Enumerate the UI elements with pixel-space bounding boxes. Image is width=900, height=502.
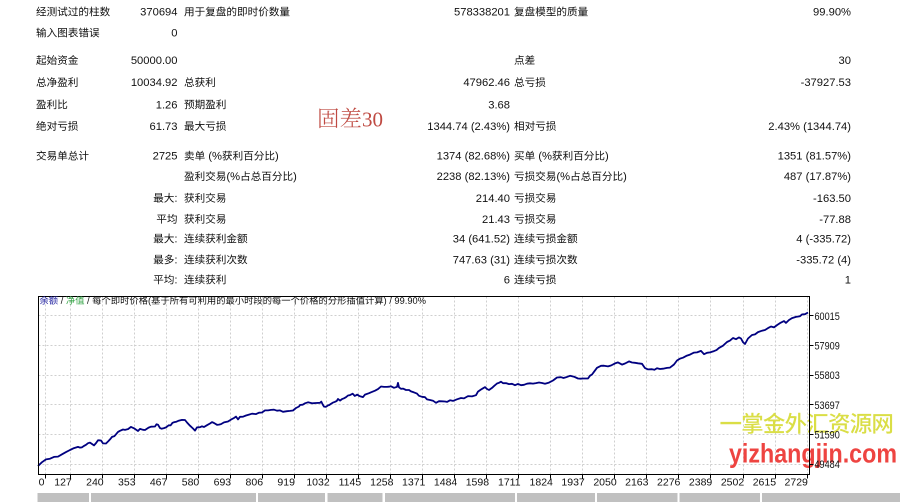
svg-text:60015: 60015	[815, 311, 840, 323]
svg-text:2276: 2276	[657, 477, 681, 489]
svg-text:53697: 53697	[815, 400, 840, 412]
svg-text:806: 806	[246, 477, 264, 489]
svg-text:1.26: 1.26	[156, 99, 178, 111]
svg-text:34 (641.52): 34 (641.52)	[453, 233, 510, 245]
svg-text:51590: 51590	[815, 430, 840, 442]
svg-text:30: 30	[362, 108, 383, 132]
svg-text:1484: 1484	[434, 477, 458, 489]
svg-text:2050: 2050	[593, 477, 617, 489]
svg-text:2725: 2725	[153, 151, 178, 163]
svg-text:578338201: 578338201	[454, 7, 510, 19]
svg-text:370694: 370694	[140, 7, 177, 19]
svg-text:21.43: 21.43	[482, 214, 510, 226]
svg-text:-37927.53: -37927.53	[801, 77, 851, 89]
svg-text:-335.72 (4): -335.72 (4)	[796, 254, 851, 266]
svg-text:2615: 2615	[753, 477, 777, 489]
svg-text:0: 0	[39, 477, 45, 489]
svg-text:4 (-335.72): 4 (-335.72)	[796, 233, 851, 245]
svg-text:1351 (81.57%): 1351 (81.57%)	[778, 151, 852, 163]
svg-text:1374 (82.68%): 1374 (82.68%)	[437, 151, 511, 163]
svg-text:2238 (82.13%): 2238 (82.13%)	[437, 171, 511, 183]
svg-text:747.63 (31): 747.63 (31)	[453, 254, 510, 266]
svg-text:1032: 1032	[306, 477, 330, 489]
svg-text:-77.88: -77.88	[819, 214, 851, 226]
svg-text:919: 919	[277, 477, 295, 489]
svg-text:yizhangjin.com: yizhangjin.com	[729, 439, 897, 469]
svg-text:1711: 1711	[498, 477, 521, 489]
svg-text:2729: 2729	[785, 477, 809, 489]
svg-text:1145: 1145	[339, 477, 362, 489]
svg-text:214.40: 214.40	[476, 193, 510, 205]
svg-text:57909: 57909	[815, 341, 840, 353]
svg-text:487 (17.87%): 487 (17.87%)	[784, 171, 851, 183]
svg-text:580: 580	[182, 477, 200, 489]
svg-text:2.43% (1344.74): 2.43% (1344.74)	[768, 121, 851, 133]
svg-text:47962.46: 47962.46	[463, 77, 510, 89]
svg-text:127: 127	[54, 477, 72, 489]
svg-text:2389: 2389	[689, 477, 713, 489]
svg-text:55803: 55803	[815, 370, 840, 382]
svg-text:2163: 2163	[625, 477, 649, 489]
svg-text:30: 30	[839, 55, 851, 67]
svg-text:467: 467	[150, 477, 168, 489]
svg-text:3.68: 3.68	[488, 99, 510, 111]
svg-text:240: 240	[86, 477, 104, 489]
svg-text:50000.00: 50000.00	[131, 55, 178, 67]
svg-text:693: 693	[214, 477, 232, 489]
svg-text:1824: 1824	[530, 477, 554, 489]
svg-text:2502: 2502	[721, 477, 745, 489]
svg-text:1344.74 (2.43%): 1344.74 (2.43%)	[427, 121, 510, 133]
svg-text:353: 353	[118, 477, 136, 489]
svg-text:1937: 1937	[561, 477, 585, 489]
svg-text:-163.50: -163.50	[813, 193, 851, 205]
svg-text:61.73: 61.73	[150, 121, 178, 133]
svg-text:49484: 49484	[815, 459, 840, 471]
svg-text:0: 0	[171, 28, 177, 40]
svg-text:10034.92: 10034.92	[131, 77, 178, 89]
svg-text:1: 1	[845, 274, 851, 286]
svg-text:1371: 1371	[402, 477, 426, 489]
svg-text:99.90%: 99.90%	[813, 7, 851, 19]
svg-text:1258: 1258	[370, 477, 394, 489]
svg-text:6: 6	[504, 274, 510, 286]
svg-text:1598: 1598	[466, 477, 490, 489]
